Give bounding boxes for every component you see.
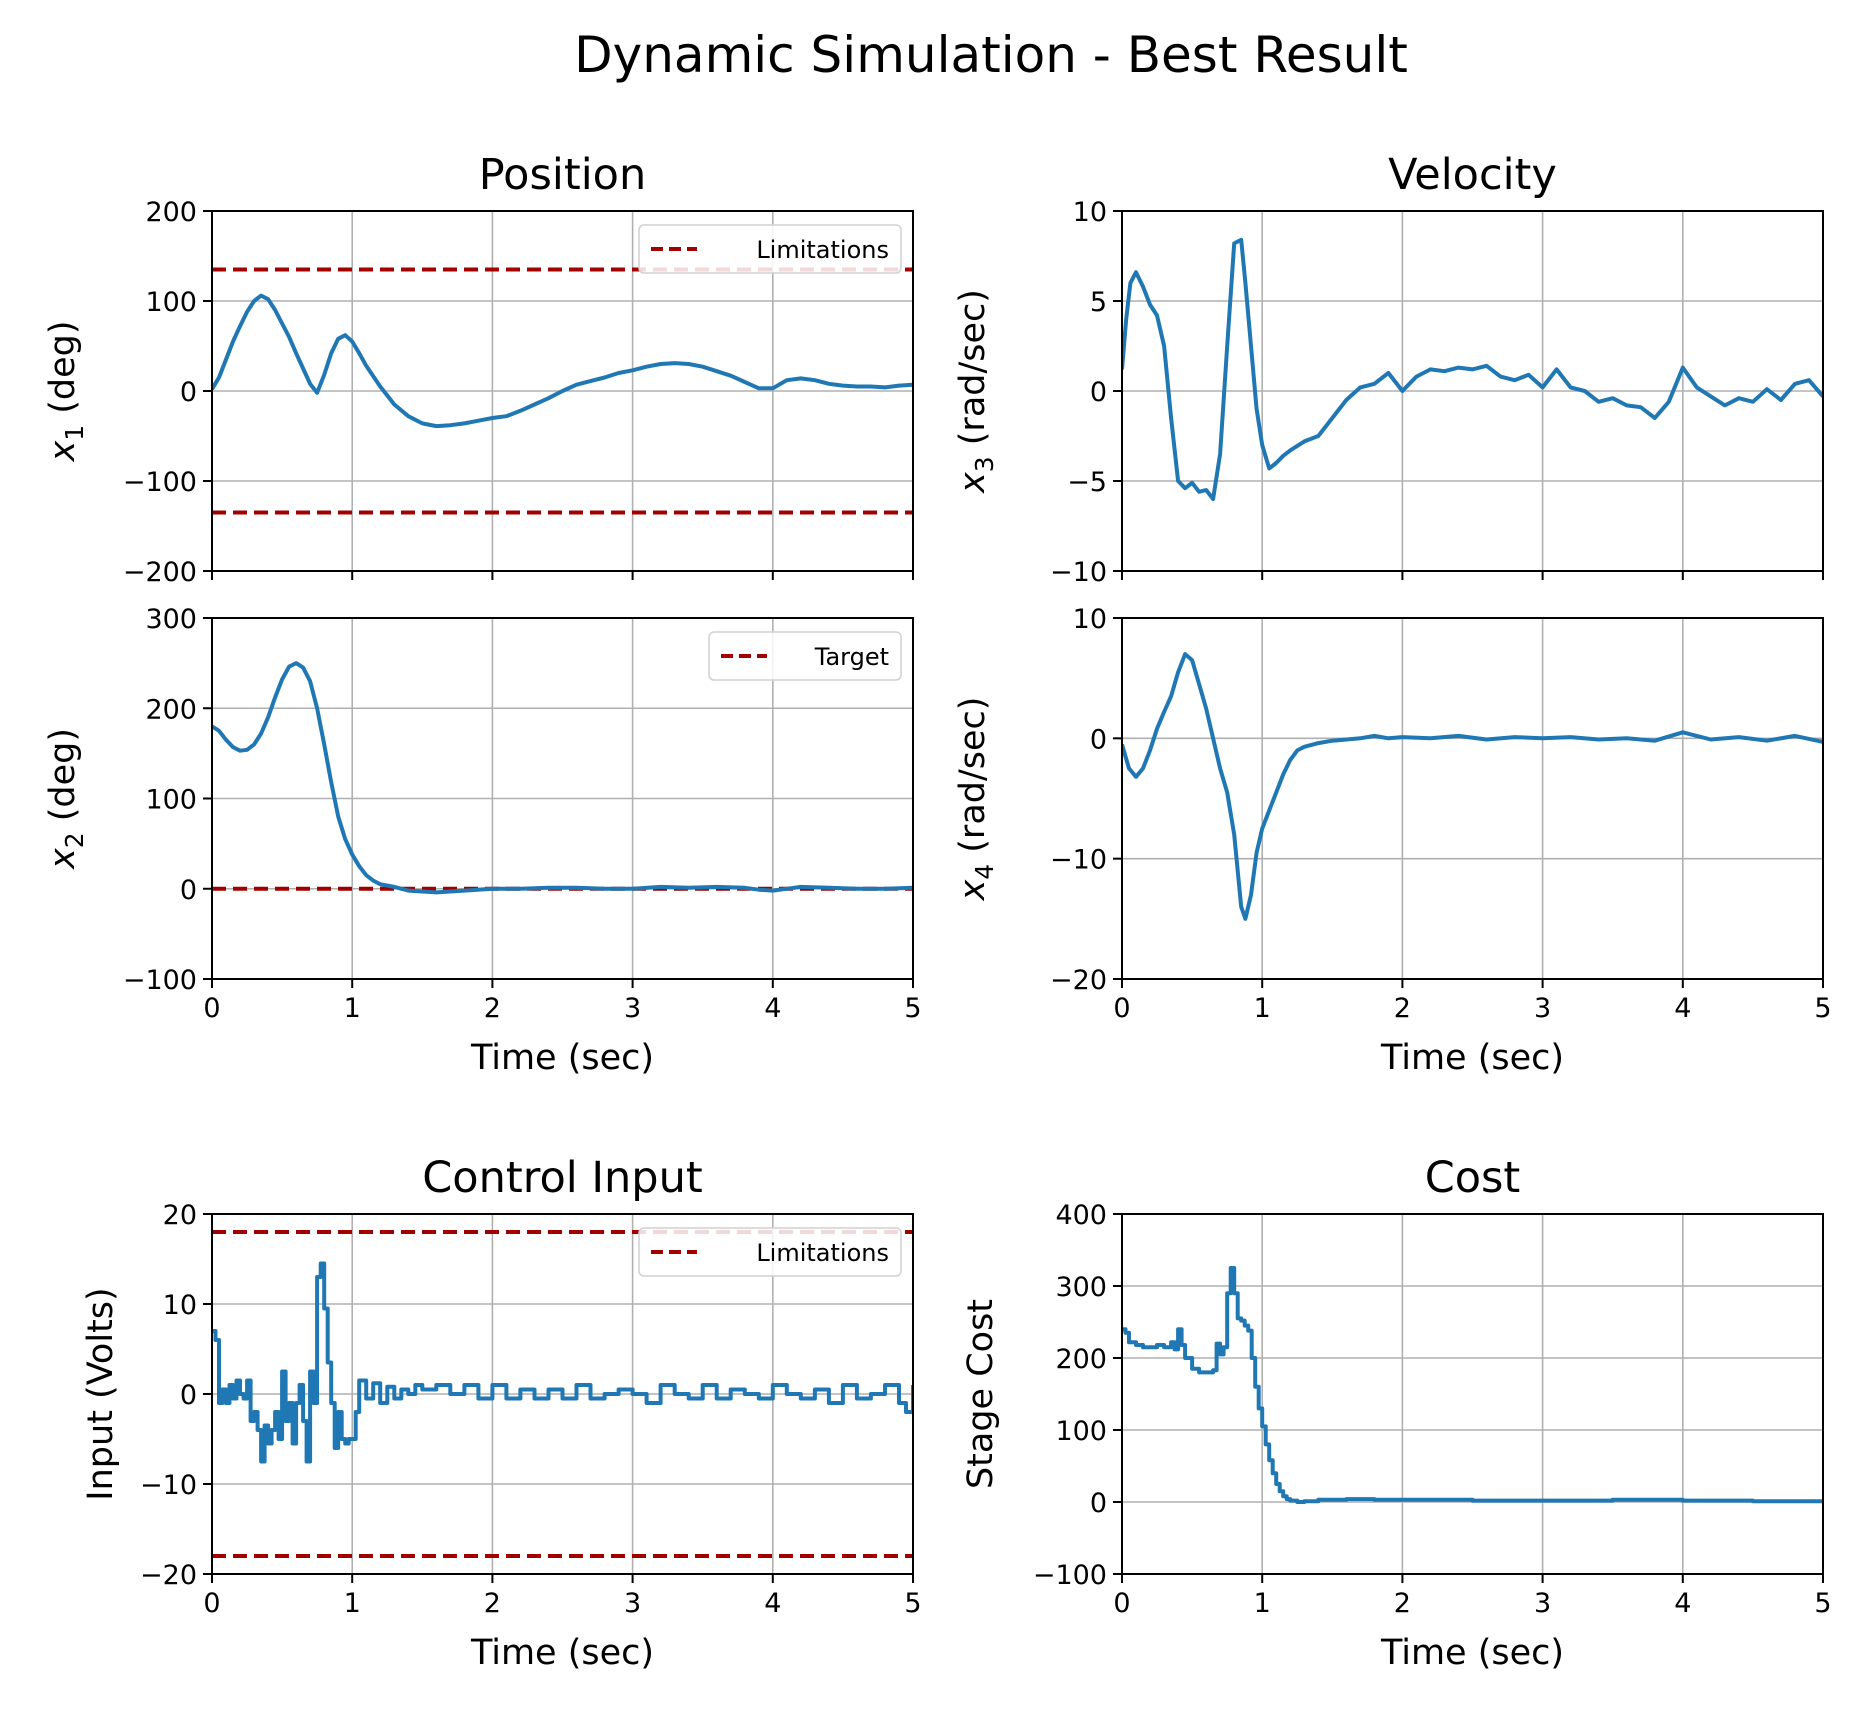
y-tick-label: −10 [1050,557,1107,588]
axes-frame [1121,1213,1824,1575]
y-axis-label: Input (Volts) [81,1287,121,1500]
y-tick-label: 100 [145,785,197,816]
subplot-u: 0 1 2 3 4 5 −20 −10 0 10 20 Control Input Time (sec)… [81,1153,922,1673]
x-tick-label: 0 [1113,993,1130,1024]
subplot-title: Position [479,150,646,200]
x-tick-label: 2 [484,993,501,1024]
x-tick-label: 0 [203,993,220,1024]
subplot-x3: −10 −5 0 5 10 Velocity x3 (rad/sec) [953,150,1824,588]
x-tick-label: 4 [1674,993,1691,1024]
y-tick-label: 10 [1073,604,1107,635]
x-axis-label: Time (sec) [470,1633,654,1673]
series-line-x4 [1122,652,1823,921]
series-line-u [212,1261,913,1464]
y-tick-label: 5 [1090,287,1107,318]
subplot-x4: 0 1 2 3 4 5 −20 −10 0 10 Time (sec) x4 (rad/sec) [953,604,1832,1078]
x-axis-label: Time (sec) [1380,1633,1564,1673]
series-line-x2 [212,661,913,895]
y-tick-label: 0 [1090,377,1107,408]
y-tick-label: −20 [140,1560,197,1591]
x-axis-label: Time (sec) [470,1038,654,1078]
x-tick-label: 2 [1394,993,1411,1024]
legend: Target [708,631,902,681]
x-tick-label: 2 [1394,1588,1411,1619]
x-tick-label: 5 [1814,993,1831,1024]
y-tick-label: 100 [145,287,197,318]
subplot-title: Control Input [422,1153,702,1203]
x-tick-label: 0 [1113,1588,1130,1619]
x-tick-label: 5 [1814,1588,1831,1619]
x-tick-label: 0 [203,1588,220,1619]
legend-label: Limitations [756,236,889,264]
y-tick-label: 100 [1055,1416,1107,1447]
subplot-title: Cost [1425,1153,1521,1203]
y-tick-label: 0 [180,1380,197,1411]
x-tick-label: 5 [904,993,921,1024]
y-tick-label: 10 [163,1290,197,1321]
x-tick-label: 5 [904,1588,921,1619]
y-tick-label: −100 [123,467,197,498]
x-tick-label: 4 [764,1588,781,1619]
y-tick-label: −5 [1067,467,1107,498]
x-tick-label: 4 [1674,1588,1691,1619]
legend: Limitations [638,1227,902,1277]
x-tick-label: 1 [344,1588,361,1619]
y-tick-label: 200 [145,197,197,228]
figure-title: Dynamic Simulation - Best Result [574,26,1408,84]
y-tick-label: 300 [1055,1272,1107,1303]
y-tick-label: −20 [1050,965,1107,996]
y-tick-label: 400 [1055,1200,1107,1231]
y-axis-label: x1 (deg) [43,320,89,462]
y-tick-label: 0 [1090,1488,1107,1519]
legend-label: Limitations [756,1239,889,1267]
y-tick-label: 300 [145,604,197,635]
legend-box [638,1227,902,1277]
x-axis-label: Time (sec) [1380,1038,1564,1078]
y-tick-label: 0 [180,875,197,906]
legend-label: Target [814,643,889,671]
subplot-title: Velocity [1388,150,1557,200]
subplot-x1: −200 −100 0 100 200 Position x1 (deg) Limitatio… [43,150,914,588]
x-tick-label: 1 [1254,993,1271,1024]
y-tick-label: −100 [123,965,197,996]
y-tick-label: −10 [140,1470,197,1501]
y-tick-label: 200 [145,694,197,725]
series-line-cost [1122,1266,1823,1504]
x-tick-label: 1 [344,993,361,1024]
series-line-x1 [212,293,913,429]
y-axis-label: Stage Cost [961,1299,1001,1489]
y-tick-label: 10 [1073,197,1107,228]
y-axis-label: x4 (rad/sec) [953,697,999,902]
y-axis-label: x3 (rad/sec) [953,289,999,494]
x-tick-label: 3 [1534,993,1551,1024]
x-tick-label: 3 [1534,1588,1551,1619]
y-tick-label: 200 [1055,1344,1107,1375]
legend-box [638,224,902,274]
y-axis-label: x2 (deg) [43,728,89,870]
y-tick-label: 0 [180,377,197,408]
legend: Limitations [638,224,902,274]
y-tick-label: −200 [123,557,197,588]
x-tick-label: 3 [624,1588,641,1619]
x-tick-label: 2 [484,1588,501,1619]
series-line-x3 [1122,237,1823,501]
y-tick-label: −10 [1050,845,1107,876]
y-tick-label: 0 [1090,724,1107,755]
y-tick-label: 20 [163,1200,197,1231]
legend-box [708,631,902,681]
x-tick-label: 1 [1254,1588,1271,1619]
x-tick-label: 3 [624,993,641,1024]
y-tick-label: −100 [1033,1560,1107,1591]
axes-frame [1121,617,1824,980]
x-tick-label: 4 [764,993,781,1024]
